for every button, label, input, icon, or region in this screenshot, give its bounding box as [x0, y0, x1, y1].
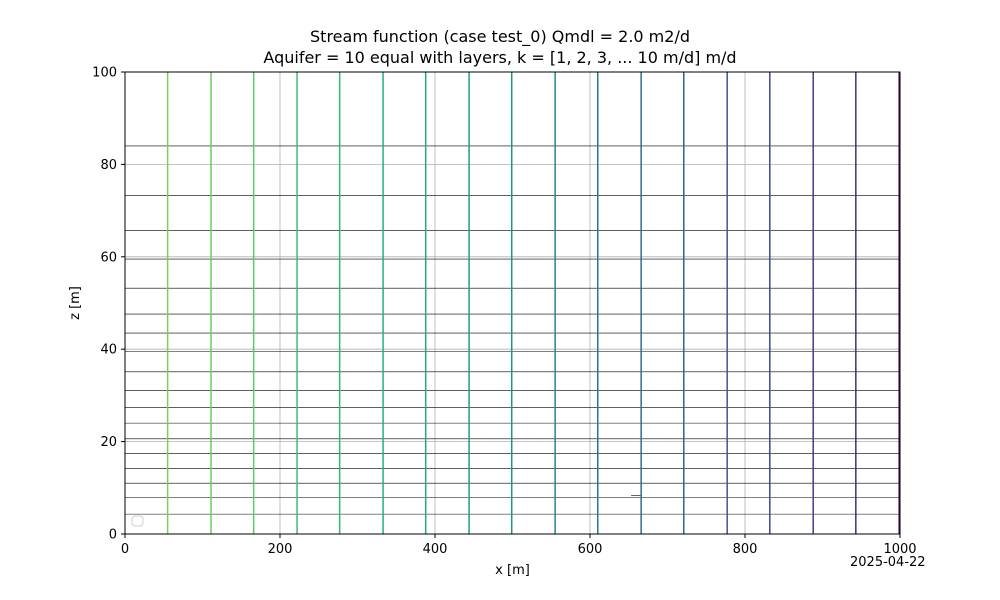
- x-tick-label: 400: [423, 542, 448, 557]
- y-tick-label: 0: [109, 528, 117, 543]
- vertical-contour-lines: [166, 72, 900, 534]
- chart-title-line-2: Aquifer = 10 equal with layers, k = [1, …: [263, 48, 737, 67]
- horizontal-streamlines: [125, 145, 900, 515]
- date-stamp: 2025-04-22: [850, 555, 926, 570]
- y-tick-label: 60: [100, 250, 117, 265]
- y-axis-label: z [m]: [68, 286, 83, 320]
- chart-title-line-1: Stream function (case test_0) Qmdl = 2.0…: [310, 27, 690, 46]
- x-axis-label: x [m]: [495, 563, 530, 578]
- x-tick-label: 200: [268, 542, 293, 557]
- y-tick-label: 100: [92, 66, 117, 81]
- grid: [124, 71, 901, 535]
- y-tick-label: 20: [100, 435, 117, 450]
- x-tick-label: 1000: [883, 542, 916, 557]
- axis-ticks: 0 200 400 600 800 1000 0 20 40 60 80 100: [92, 66, 916, 558]
- legend-box: [131, 515, 144, 527]
- y-tick-label: 80: [100, 158, 117, 173]
- y-tick-label: 40: [100, 343, 117, 358]
- x-tick-label: 0: [121, 542, 129, 557]
- x-tick-label: 800: [733, 542, 758, 557]
- plot-frame: [124, 71, 901, 535]
- x-tick-label: 600: [578, 542, 603, 557]
